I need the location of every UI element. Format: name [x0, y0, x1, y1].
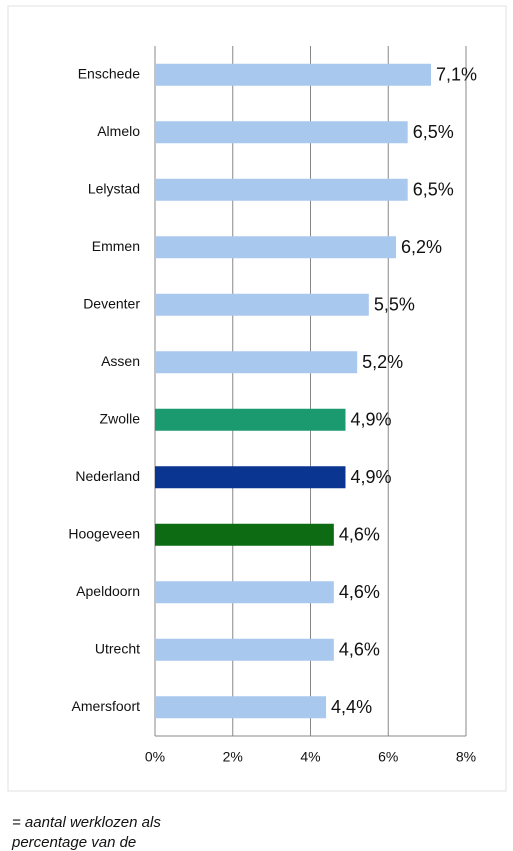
y-tick-label: Nederland	[75, 468, 140, 484]
y-tick-label: Lelystad	[88, 180, 140, 196]
x-tick-label: 0%	[145, 749, 165, 765]
y-tick-label: Almelo	[97, 123, 140, 139]
y-tick-label: Assen	[101, 353, 140, 369]
y-tick-label: Emmen	[92, 238, 140, 254]
value-label: 6,5%	[413, 122, 454, 142]
value-label: 6,2%	[401, 237, 442, 257]
x-tick-label: 8%	[456, 749, 476, 765]
annotation: = aantal werklozen als	[12, 814, 161, 831]
value-label: 5,2%	[362, 352, 403, 372]
value-label: 4,6%	[339, 525, 380, 545]
bar	[155, 351, 358, 374]
y-tick-label: Zwolle	[100, 410, 141, 426]
bar	[155, 581, 334, 604]
y-tick-label: Apeldoorn	[76, 583, 140, 599]
annotation: percentage van de	[11, 834, 136, 851]
bar	[155, 293, 369, 316]
value-label: 4,4%	[331, 697, 372, 717]
value-label: 4,6%	[339, 640, 380, 660]
bar	[155, 466, 346, 489]
value-label: 7,1%	[436, 65, 477, 85]
x-tick-label: 4%	[300, 749, 320, 765]
value-label: 4,9%	[350, 410, 391, 430]
y-tick-label: Hoogeveen	[68, 525, 140, 541]
bar	[155, 236, 397, 259]
x-tick-label: 6%	[378, 749, 398, 765]
bar	[155, 408, 346, 431]
value-label: 4,6%	[339, 582, 380, 602]
bar	[155, 523, 334, 546]
x-tick-label: 2%	[223, 749, 243, 765]
y-tick-label: Deventer	[83, 295, 140, 311]
value-label: 5,5%	[374, 295, 415, 315]
bar	[155, 638, 334, 661]
y-tick-label: Utrecht	[95, 640, 140, 656]
y-tick-label: Amersfoort	[72, 698, 141, 714]
value-label: 4,9%	[350, 467, 391, 487]
y-tick-label: Enschede	[78, 65, 140, 81]
bar	[155, 178, 408, 201]
bar	[155, 696, 327, 719]
bar	[155, 121, 408, 144]
chart-frame	[7, 5, 507, 792]
bar	[155, 63, 432, 86]
value-label: 6,5%	[413, 180, 454, 200]
